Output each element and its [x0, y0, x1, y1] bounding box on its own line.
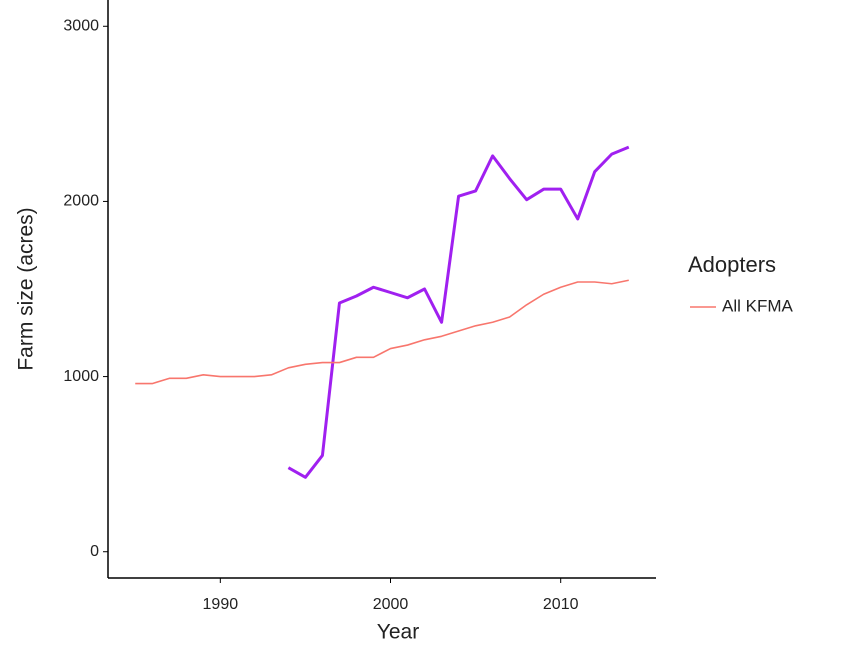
- y-tick-label: 3000: [63, 17, 99, 34]
- y-tick-label: 1000: [63, 368, 99, 385]
- y-tick-label: 0: [90, 543, 99, 560]
- x-tick-label: 2000: [373, 596, 409, 613]
- x-tick-label: 2010: [543, 596, 579, 613]
- x-axis-title: Year: [377, 621, 419, 644]
- legend-title: Adopters: [688, 252, 776, 277]
- data-line: [287, 145, 630, 479]
- y-axis-title: Farm size (acres): [15, 207, 38, 370]
- x-tick-label: 1990: [203, 596, 239, 613]
- y-tick-label: 2000: [63, 193, 99, 210]
- legend-label: All KFMA: [722, 296, 794, 315]
- data-line: [135, 279, 629, 385]
